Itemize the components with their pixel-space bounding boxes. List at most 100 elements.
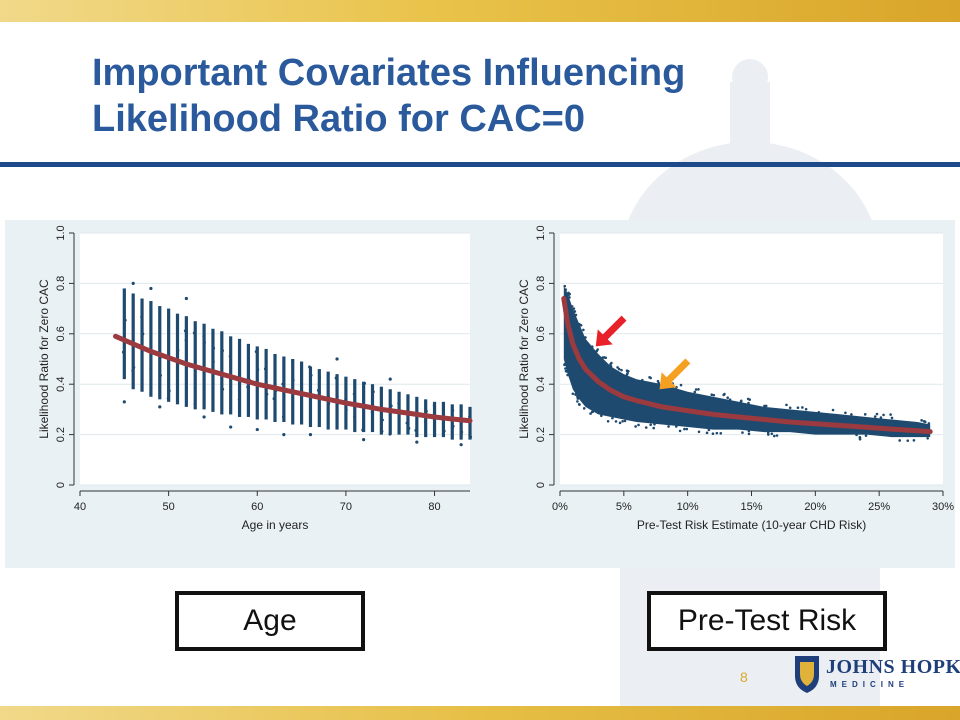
age-point <box>176 348 180 352</box>
risk-point <box>728 398 732 401</box>
age-outlier-point <box>158 405 162 409</box>
risk-point <box>570 305 574 308</box>
arrow-red-head <box>595 329 613 347</box>
risk-xtick-label: 5% <box>616 501 632 513</box>
risk-ytick-label: 0.4 <box>535 377 547 392</box>
bottom-decorative-band <box>0 706 960 720</box>
age-point <box>380 429 384 433</box>
age-point <box>121 350 125 354</box>
arrow-orange-shaft <box>665 358 691 384</box>
age-outlier-point <box>459 443 463 447</box>
risk-scatter-chart: 0 0.2 0.4 0.6 0.8 1.0 0% 5% 10% 15% 20% 25% 30% Pre-T… <box>517 225 954 532</box>
age-xtick-label: 40 <box>74 501 86 513</box>
risk-point <box>693 390 697 394</box>
shield-icon <box>795 656 819 693</box>
age-point <box>211 360 215 364</box>
age-point <box>246 385 250 389</box>
age-point <box>397 426 401 430</box>
risk-point <box>667 425 670 428</box>
risk-point <box>710 393 714 397</box>
age-point <box>469 435 473 439</box>
risk-point <box>596 348 599 351</box>
risk-point <box>858 436 862 439</box>
risk-point <box>890 416 894 420</box>
risk-point <box>739 399 743 403</box>
risk-point <box>879 416 883 419</box>
risk-point <box>875 412 879 416</box>
risk-point <box>610 361 613 365</box>
age-point <box>167 389 171 393</box>
risk-point <box>620 368 623 372</box>
risk-point <box>801 406 804 409</box>
risk-point <box>563 284 567 288</box>
risk-fit-curve <box>561 296 933 435</box>
risk-ytick-label: 0.8 <box>535 276 547 291</box>
risk-point <box>600 414 603 418</box>
age-point <box>468 415 472 419</box>
age-xtick-label: 50 <box>163 501 175 513</box>
age-point <box>334 376 338 380</box>
age-point <box>335 395 339 399</box>
risk-point <box>564 367 567 370</box>
age-xtick-label: 80 <box>428 501 440 513</box>
age-point <box>221 349 225 353</box>
risk-point <box>775 434 779 437</box>
age-outlier-point <box>282 433 286 437</box>
age-point <box>281 415 285 419</box>
risk-point <box>906 439 910 442</box>
risk-y-axis-label: Likelihood Ratio for Zero CAC <box>517 279 531 439</box>
risk-point <box>788 406 792 410</box>
title-divider <box>0 162 960 167</box>
risk-point <box>609 365 613 368</box>
risk-x-axis-label: Pre-Test Risk Estimate (10-year CHD Risk… <box>637 518 866 532</box>
age-point <box>123 318 127 322</box>
risk-point <box>741 431 744 434</box>
age-point-band <box>415 396 419 438</box>
age-point <box>237 398 241 402</box>
age-point <box>451 408 455 412</box>
risk-point <box>582 407 586 410</box>
age-outlier-point <box>388 377 392 381</box>
age-point <box>265 392 269 396</box>
risk-point <box>576 400 579 403</box>
risk-point <box>584 336 587 339</box>
age-point <box>407 426 411 430</box>
age-ytick-label: 0.4 <box>55 377 67 392</box>
risk-point <box>574 313 578 317</box>
risk-point <box>697 430 701 434</box>
age-point <box>281 382 285 386</box>
age-outlier-point <box>149 286 153 291</box>
age-point <box>221 387 225 391</box>
risk-point <box>920 419 923 422</box>
slide-title: Important Covariates Influencing Likelih… <box>92 50 852 142</box>
age-ytick-label: 0.6 <box>55 326 67 341</box>
age-y-axis-label: Likelihood Ratio for Zero CAC <box>37 279 51 439</box>
age-point-band <box>122 288 126 380</box>
risk-point <box>719 432 723 435</box>
risk-ytick-label: 0 <box>535 482 547 488</box>
risk-point <box>563 362 567 366</box>
risk-points-group <box>563 284 931 442</box>
age-point <box>309 373 313 377</box>
page-number: 8 <box>740 669 748 685</box>
age-outlier-point <box>335 357 339 361</box>
risk-point <box>637 423 640 427</box>
age-outlier-point <box>308 433 313 437</box>
risk-point <box>616 366 619 369</box>
arrow-orange-head <box>659 372 677 390</box>
age-ytick-label: 0.2 <box>55 427 67 442</box>
risk-point <box>589 412 592 415</box>
age-point <box>140 315 144 319</box>
age-point <box>424 409 428 413</box>
risk-xtick-label: 25% <box>868 501 890 513</box>
logo-subtitle: MEDICINE <box>830 680 910 689</box>
risk-point <box>649 423 652 427</box>
age-outlier-point <box>122 400 126 404</box>
risk-point <box>844 411 847 415</box>
age-point <box>202 341 206 345</box>
risk-point <box>577 403 581 406</box>
risk-point <box>634 425 637 428</box>
risk-point <box>582 328 585 332</box>
risk-xtick-label: 30% <box>932 501 954 513</box>
risk-point <box>817 410 821 414</box>
